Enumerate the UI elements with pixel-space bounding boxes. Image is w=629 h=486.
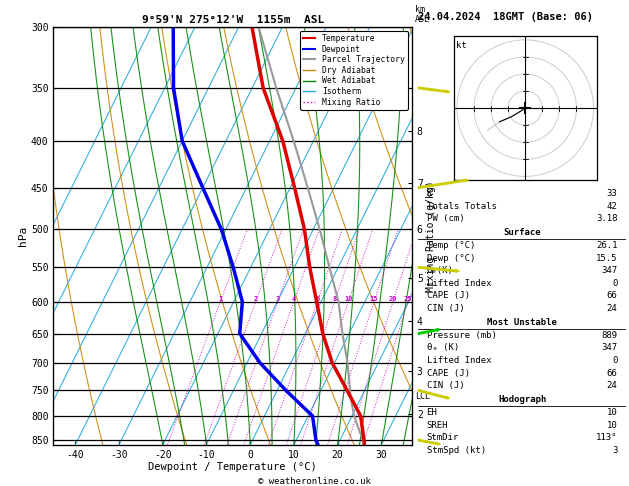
Text: 347: 347 [601, 344, 618, 352]
Text: EH: EH [426, 408, 437, 417]
Text: Hodograph: Hodograph [498, 396, 546, 404]
Text: 3: 3 [276, 296, 280, 302]
Text: 15: 15 [370, 296, 378, 302]
Text: 42: 42 [607, 202, 618, 210]
Text: 15.5: 15.5 [596, 254, 618, 262]
Text: Totals Totals: Totals Totals [426, 202, 496, 210]
Text: Most Unstable: Most Unstable [487, 318, 557, 327]
Text: 113°: 113° [596, 434, 618, 442]
Text: 10: 10 [607, 421, 618, 430]
Text: 10: 10 [607, 408, 618, 417]
Text: km
ASL: km ASL [415, 5, 430, 24]
Text: 3.18: 3.18 [596, 214, 618, 223]
Text: Pressure (mb): Pressure (mb) [426, 331, 496, 340]
Text: 24.04.2024  18GMT (Base: 06): 24.04.2024 18GMT (Base: 06) [418, 12, 593, 22]
Text: θₑ(K): θₑ(K) [426, 266, 454, 275]
Text: LCL: LCL [416, 392, 431, 401]
Text: StmDir: StmDir [426, 434, 459, 442]
Text: 8: 8 [332, 296, 337, 302]
Text: CIN (J): CIN (J) [426, 304, 464, 313]
Text: SREH: SREH [426, 421, 448, 430]
Text: CAPE (J): CAPE (J) [426, 292, 470, 300]
Text: 6: 6 [315, 296, 320, 302]
Text: StmSpd (kt): StmSpd (kt) [426, 446, 486, 455]
Text: 33: 33 [607, 189, 618, 198]
Text: 0: 0 [612, 356, 618, 365]
Text: Temp (°C): Temp (°C) [426, 241, 475, 250]
Text: Lifted Index: Lifted Index [426, 279, 491, 288]
Text: 66: 66 [607, 369, 618, 378]
Text: K: K [426, 189, 432, 198]
Text: kt: kt [457, 41, 467, 50]
Text: 4: 4 [292, 296, 296, 302]
Text: 24: 24 [607, 304, 618, 313]
Text: 3: 3 [612, 446, 618, 455]
Y-axis label: hPa: hPa [18, 226, 28, 246]
Title: 9°59'N 275°12'W  1155m  ASL: 9°59'N 275°12'W 1155m ASL [142, 15, 324, 25]
Text: CIN (J): CIN (J) [426, 382, 464, 390]
Text: Surface: Surface [503, 228, 541, 237]
Text: 0: 0 [612, 279, 618, 288]
Text: 889: 889 [601, 331, 618, 340]
Text: 347: 347 [601, 266, 618, 275]
Text: 10: 10 [344, 296, 352, 302]
Text: 66: 66 [607, 292, 618, 300]
Legend: Temperature, Dewpoint, Parcel Trajectory, Dry Adiabat, Wet Adiabat, Isotherm, Mi: Temperature, Dewpoint, Parcel Trajectory… [300, 31, 408, 110]
Text: Lifted Index: Lifted Index [426, 356, 491, 365]
Text: 2: 2 [253, 296, 258, 302]
Text: 25: 25 [404, 296, 412, 302]
Text: 20: 20 [389, 296, 397, 302]
X-axis label: Dewpoint / Temperature (°C): Dewpoint / Temperature (°C) [148, 462, 317, 472]
Text: CAPE (J): CAPE (J) [426, 369, 470, 378]
Y-axis label: Mixing Ratio (g/kg): Mixing Ratio (g/kg) [425, 180, 435, 292]
Text: θₑ (K): θₑ (K) [426, 344, 459, 352]
Text: 1: 1 [218, 296, 223, 302]
Text: 24: 24 [607, 382, 618, 390]
Text: PW (cm): PW (cm) [426, 214, 464, 223]
Text: Dewp (°C): Dewp (°C) [426, 254, 475, 262]
Text: © weatheronline.co.uk: © weatheronline.co.uk [258, 477, 371, 486]
Text: 26.1: 26.1 [596, 241, 618, 250]
